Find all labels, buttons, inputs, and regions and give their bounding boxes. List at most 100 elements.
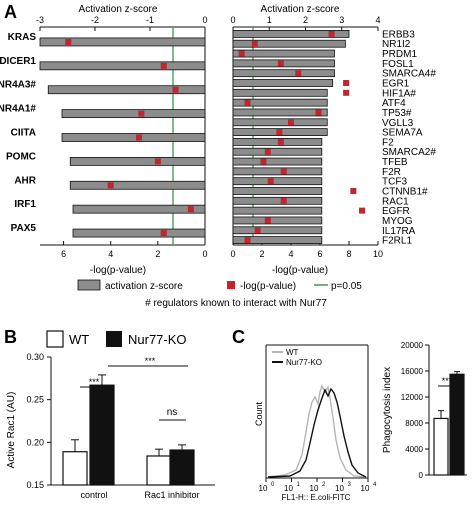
right-logp-marker-egr1 [343,80,350,86]
panel-c-x-tick-exponent: 2 [322,482,326,488]
right-gene-label: RAC1 [382,196,409,207]
right-gene-label: ERBB3 [382,29,415,40]
right-bar-f2 [232,138,323,146]
right-gene-label: FOSL1 [382,59,414,70]
panel-a-letter: A [4,2,17,22]
panel-c-bar-ylabel: Phagocytosis index [382,367,393,453]
panel-c-bar-wt [433,417,449,476]
right-gene-label: TP53# [382,108,412,119]
left-bar-pax5 [72,228,206,238]
right-top-tick-label: 1 [267,15,272,25]
panel-c-bar-y-tick-label: 12000 [401,393,424,402]
right-bar-egfr [232,206,323,215]
left-logp-marker-irf1 [187,206,194,213]
left-gene-label: CIITA [11,128,36,139]
left-bottom-tick-label: 2 [155,249,160,259]
legend-logp-label: -log(p-value) [240,281,296,292]
right-bar-vgll3 [232,118,328,127]
left-logp-marker-ciita [136,134,142,141]
right-gene-label: F2R [382,167,401,178]
panel-b-letter: B [4,327,17,347]
panel-b-y-tick-label: 0.15 [26,480,44,490]
right-logp-marker-rac1 [280,197,287,204]
legend-pline-label: p=0.05 [331,281,362,292]
right-bar-erbb3 [232,30,350,38]
histogram-wt-curve [267,384,367,478]
right-bottom-tick-label: 2 [259,249,264,259]
left-gene-label: POMC [6,151,36,162]
right-logp-marker-sema7a [276,129,283,136]
left-bar-kras [39,37,206,47]
panel-b-ylabel: Active Rac1 (AU) [6,392,17,469]
left-gene-label: NR4A1# [0,104,36,115]
right-bar-atf4 [232,98,328,107]
right-bar-f2r [232,167,323,176]
left-bar-nr4a1 [61,109,206,119]
right-logp-marker-tfeb [260,158,267,165]
right-gene-label: TFEB [382,157,408,168]
panel-b-y-tick-label: 0.20 [26,437,44,447]
right-logp-marker-nr1i2 [251,40,258,47]
right-logp-marker-f2 [277,138,284,145]
legend-ko-label: Nur77-KO [128,332,187,347]
left-top-tick-label: -1 [146,15,154,25]
right-gene-label: SEMA7A [382,128,423,139]
left-bar-irf1 [72,204,206,214]
right-logp-marker-myog [264,217,271,224]
right-logp-marker-atf4 [244,99,251,106]
panel-b-bar-ko-control [89,384,115,486]
panel-a-legend: activation z-score -log(p-value) p=0.05 [77,279,362,292]
left-logp-marker-dicer1 [160,62,167,69]
right-bar-myog [232,216,323,225]
right-bottom-tick-label: 4 [288,249,293,259]
left-logp-marker-ahr [107,182,114,189]
panel-b-sig-3: ns [167,407,178,418]
panel-b-cat-control: control [80,490,107,500]
left-logp-marker-nr4a1 [138,110,145,117]
histogram-ko-curve [267,387,367,478]
left-top-tick-label: -2 [91,15,99,25]
legend-wt-label: WT [69,332,89,347]
right-bar-prdm1 [232,49,335,58]
right-logp-marker-vgll3 [288,119,294,126]
right-gene-label: EGFR [382,206,410,217]
right-bar-tp53 [232,108,328,117]
panel-b-sig-1: *** [89,377,100,387]
left-gene-label: KRAS [8,32,37,43]
legend-c-ko-label: Nur77-KO [286,358,322,367]
panel-a-right-chart: Activation z-score 0 1 2 3 4 0 2 4 6 8 10 ERBB3NR… [230,4,436,276]
left-bar-ahr [69,180,206,190]
left-bottom-tick-label: 0 [202,249,207,259]
panel-c-x-tick-exponent: 0 [271,482,275,488]
right-bar-smarca2 [232,147,323,156]
panel-c-x-tick-exponent: 1 [297,482,301,488]
right-gene-label: TCF3 [382,177,407,188]
legend-activation-label: activation z-score [105,281,183,292]
left-bottom-tick-label: 6 [61,249,66,259]
right-top-axis-title: Activation z-score [261,4,340,15]
panel-c-xlabel: FL1-H:: E.coli-FITC [282,493,351,502]
right-logp-marker-egfr [359,207,366,214]
left-logp-marker-nr4a3 [172,86,179,93]
right-bar-nr1i2 [232,39,346,48]
panel-b-cat-inhibitor: Rac1 inhibitor [144,490,199,500]
right-bar-il17ra [232,226,323,235]
right-bar-egr1 [232,79,334,87]
right-gene-label: VGLL3 [382,118,414,129]
legend-wt-swatch [46,330,64,348]
panel-b-y-tick-label: 0.25 [26,395,44,405]
right-gene-label: F2RL1 [382,236,412,247]
right-logp-marker-erbb3 [328,30,335,37]
left-logp-marker-pomc [154,158,161,165]
right-bottom-tick-label: 6 [317,249,322,259]
left-bar-pomc [69,156,206,166]
panel-c-bar-y-tick-label: 4000 [405,445,423,454]
right-gene-label: SMARCA4# [382,69,436,80]
panel-c-x-tick-label: 10 [310,484,319,493]
left-logp-marker-kras [65,38,72,45]
right-logp-marker-il17ra [254,227,261,234]
right-gene-label: F2 [382,137,394,148]
right-bar-tcf3 [232,177,323,186]
panel-c-legend: WT Nur77-KO [272,348,322,367]
